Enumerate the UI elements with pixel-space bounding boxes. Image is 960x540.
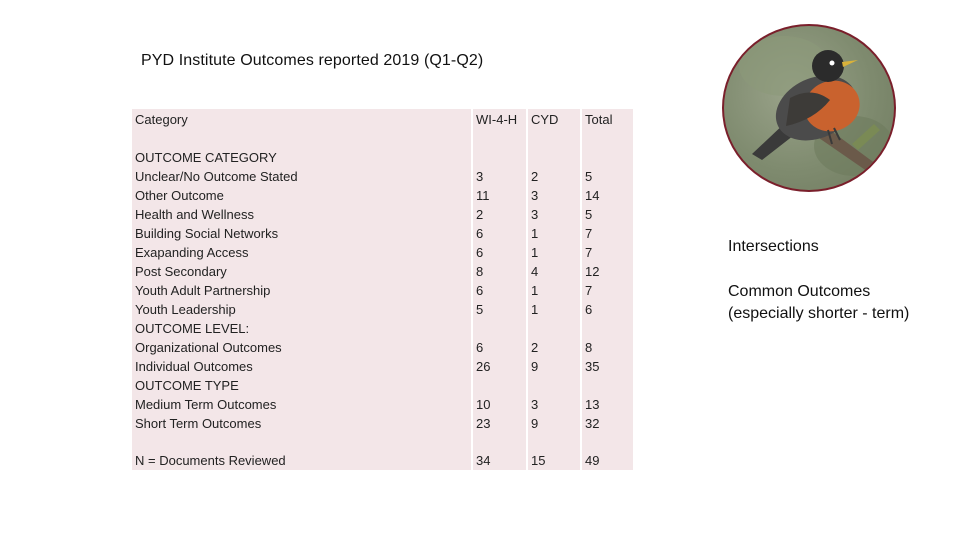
row-cyd: 1 bbox=[526, 224, 580, 243]
row-wi4h: 3 bbox=[471, 167, 526, 186]
table-row: Unclear/No Outcome Stated 3 2 5 bbox=[132, 167, 633, 186]
row-total: 5 bbox=[580, 167, 633, 186]
row-cyd: 1 bbox=[526, 243, 580, 262]
row-label: Unclear/No Outcome Stated bbox=[132, 167, 471, 186]
row-wi4h: 6 bbox=[471, 338, 526, 357]
table-row: OUTCOME TYPE bbox=[132, 376, 633, 395]
row-label: Health and Wellness bbox=[132, 205, 471, 224]
row-total: 7 bbox=[580, 281, 633, 300]
row-wi4h: 6 bbox=[471, 243, 526, 262]
row-total: 32 bbox=[580, 414, 633, 433]
row-total: 7 bbox=[580, 224, 633, 243]
row-total: 14 bbox=[580, 186, 633, 205]
table-row: Youth Adult Partnership 6 1 7 bbox=[132, 281, 633, 300]
row-cyd: 2 bbox=[526, 338, 580, 357]
row-cyd: 9 bbox=[526, 414, 580, 433]
robin-bird-icon bbox=[739, 36, 894, 176]
common-outcomes-line2: (especially shorter - term) bbox=[728, 305, 910, 322]
footer-total: 49 bbox=[580, 450, 633, 470]
section-heading: OUTCOME TYPE bbox=[132, 376, 471, 395]
header-wi4h: WI-4-H bbox=[471, 109, 526, 148]
row-label: Short Term Outcomes bbox=[132, 414, 471, 433]
table-row: Youth Leadership 5 1 6 bbox=[132, 300, 633, 319]
section-heading: OUTCOME CATEGORY bbox=[132, 148, 471, 167]
table-spacer-row bbox=[132, 433, 633, 450]
robin-photo bbox=[722, 24, 896, 192]
table-row: OUTCOME LEVEL: bbox=[132, 319, 633, 338]
row-cyd: 4 bbox=[526, 262, 580, 281]
common-outcomes-line1: Common Outcomes bbox=[728, 283, 871, 300]
header-total: Total bbox=[580, 109, 633, 148]
row-total: 8 bbox=[580, 338, 633, 357]
row-label: Youth Leadership bbox=[132, 300, 471, 319]
row-label: Organizational Outcomes bbox=[132, 338, 471, 357]
row-wi4h: 26 bbox=[471, 357, 526, 376]
row-cyd: 9 bbox=[526, 357, 580, 376]
table-row: Exapanding Access 6 1 7 bbox=[132, 243, 633, 262]
row-wi4h: 11 bbox=[471, 186, 526, 205]
row-wi4h: 2 bbox=[471, 205, 526, 224]
table-header-row: Category WI-4-H CYD Total bbox=[132, 109, 633, 148]
common-outcomes-note: Common Outcomes (especially shorter - te… bbox=[728, 281, 909, 325]
row-cyd: 3 bbox=[526, 395, 580, 414]
table-row: Individual Outcomes 26 9 35 bbox=[132, 357, 633, 376]
footer-label: N = Documents Reviewed bbox=[132, 450, 471, 470]
row-label: Post Secondary bbox=[132, 262, 471, 281]
row-label: Medium Term Outcomes bbox=[132, 395, 471, 414]
row-label: Building Social Networks bbox=[132, 224, 471, 243]
table-row: Medium Term Outcomes 10 3 13 bbox=[132, 395, 633, 414]
row-label: Youth Adult Partnership bbox=[132, 281, 471, 300]
row-label: Other Outcome bbox=[132, 186, 471, 205]
row-total: 35 bbox=[580, 357, 633, 376]
row-label: Exapanding Access bbox=[132, 243, 471, 262]
row-wi4h: 6 bbox=[471, 224, 526, 243]
header-cyd: CYD bbox=[526, 109, 580, 148]
row-wi4h: 23 bbox=[471, 414, 526, 433]
table-footer-row: N = Documents Reviewed 34 15 49 bbox=[132, 450, 633, 470]
row-wi4h: 6 bbox=[471, 281, 526, 300]
section-heading: OUTCOME LEVEL: bbox=[132, 319, 471, 338]
table-row: Post Secondary 8 4 12 bbox=[132, 262, 633, 281]
footer-cyd: 15 bbox=[526, 450, 580, 470]
table-row: Other Outcome 11 3 14 bbox=[132, 186, 633, 205]
outcomes-table: Category WI-4-H CYD Total OUTCOME CATEGO… bbox=[132, 109, 633, 470]
row-wi4h: 8 bbox=[471, 262, 526, 281]
row-total: 5 bbox=[580, 205, 633, 224]
row-wi4h: 5 bbox=[471, 300, 526, 319]
row-label: Individual Outcomes bbox=[132, 357, 471, 376]
slide-title: PYD Institute Outcomes reported 2019 (Q1… bbox=[141, 52, 484, 69]
row-cyd: 3 bbox=[526, 205, 580, 224]
intersections-note: Intersections bbox=[728, 238, 819, 255]
table-row: Short Term Outcomes 23 9 32 bbox=[132, 414, 633, 433]
row-total: 7 bbox=[580, 243, 633, 262]
table-row: Health and Wellness 2 3 5 bbox=[132, 205, 633, 224]
row-total: 6 bbox=[580, 300, 633, 319]
table-row: Building Social Networks 6 1 7 bbox=[132, 224, 633, 243]
row-cyd: 1 bbox=[526, 300, 580, 319]
footer-wi4h: 34 bbox=[471, 450, 526, 470]
table-row: OUTCOME CATEGORY bbox=[132, 148, 633, 167]
row-wi4h: 10 bbox=[471, 395, 526, 414]
row-cyd: 2 bbox=[526, 167, 580, 186]
row-total: 13 bbox=[580, 395, 633, 414]
row-total: 12 bbox=[580, 262, 633, 281]
table-row: Organizational Outcomes 6 2 8 bbox=[132, 338, 633, 357]
header-category: Category bbox=[132, 109, 471, 148]
row-cyd: 1 bbox=[526, 281, 580, 300]
row-cyd: 3 bbox=[526, 186, 580, 205]
